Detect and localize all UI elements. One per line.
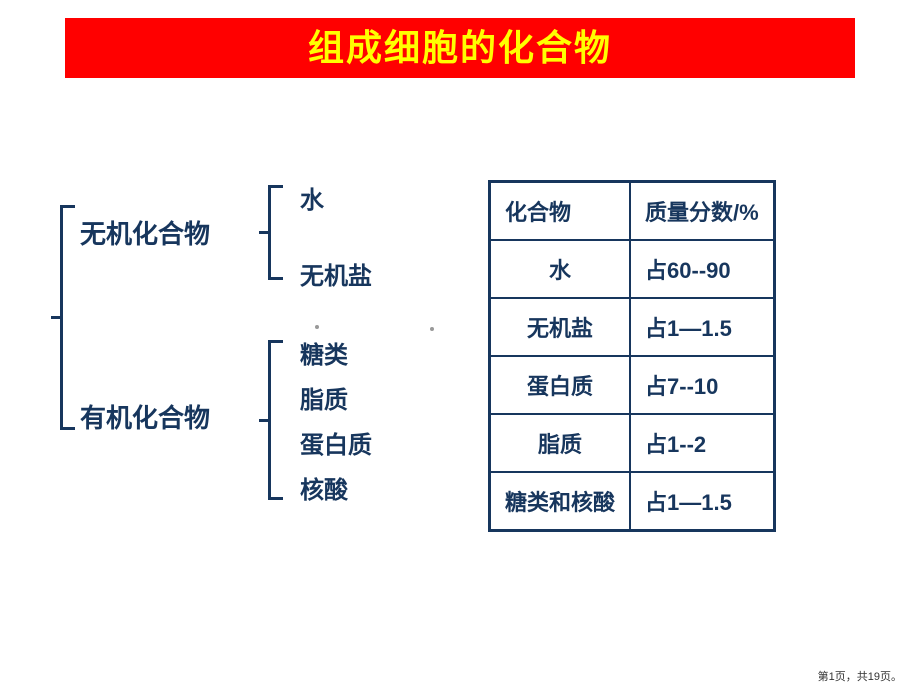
compound-table: 化合物 质量分数/% 水 占60--90 无机盐 占1—1.5 蛋白质 占7--…: [488, 180, 776, 532]
page-footer: 第1页，共19页。: [818, 668, 902, 684]
table-row: 蛋白质 占7--10: [490, 356, 775, 414]
table-header-cell: 化合物: [490, 182, 631, 241]
leaf-sugar: 糖类: [300, 335, 348, 370]
brace-organic: [268, 340, 271, 500]
decorative-dot: [430, 327, 434, 331]
slide-title: 组成细胞的化合物: [65, 18, 855, 78]
table-cell: 水: [490, 240, 631, 298]
table-row: 水 占60--90: [490, 240, 775, 298]
branch-inorganic: 无机化合物: [80, 214, 210, 251]
leaf-nucleic-acid: 核酸: [300, 470, 348, 505]
brace-root: [60, 205, 63, 430]
table-cell: 无机盐: [490, 298, 631, 356]
branch-organic: 有机化合物: [80, 398, 210, 435]
table-cell: 脂质: [490, 414, 631, 472]
table-cell: 占1--2: [630, 414, 774, 472]
table-cell: 占1—1.5: [630, 298, 774, 356]
table-header-cell: 质量分数/%: [630, 182, 774, 241]
table-row: 脂质 占1--2: [490, 414, 775, 472]
table-header-row: 化合物 质量分数/%: [490, 182, 775, 241]
leaf-protein: 蛋白质: [300, 425, 372, 460]
table-cell: 占1—1.5: [630, 472, 774, 531]
leaf-lipid: 脂质: [300, 380, 348, 415]
decorative-dot: [315, 325, 319, 329]
table-cell: 占7--10: [630, 356, 774, 414]
table-row: 糖类和核酸 占1—1.5: [490, 472, 775, 531]
table-cell: 占60--90: [630, 240, 774, 298]
leaf-inorganic-salt: 无机盐: [300, 256, 372, 291]
leaf-water: 水: [300, 180, 324, 215]
table-cell: 蛋白质: [490, 356, 631, 414]
brace-inorganic: [268, 185, 271, 280]
table-cell: 糖类和核酸: [490, 472, 631, 531]
table-row: 无机盐 占1—1.5: [490, 298, 775, 356]
